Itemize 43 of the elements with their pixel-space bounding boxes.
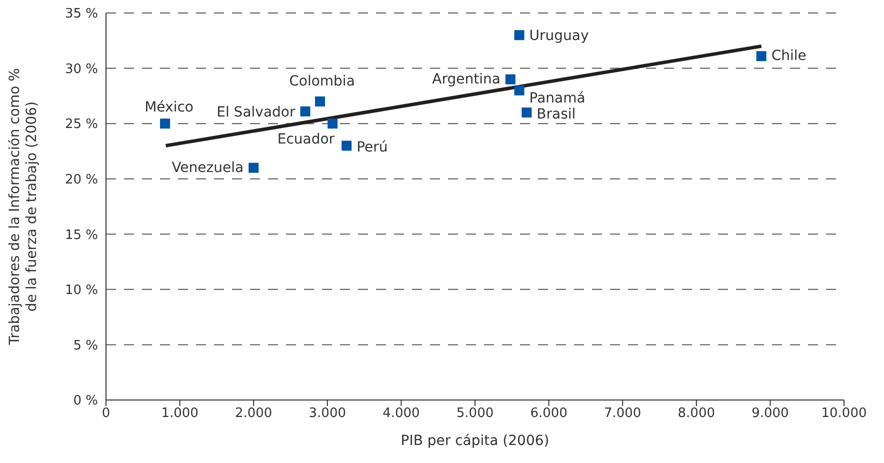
point (342, 140, 352, 151)
x-tick-label: 3.000 (308, 406, 346, 422)
point (505, 74, 516, 84)
x-tick-label: 9.000 (752, 406, 789, 422)
annotation: El Salvador (216, 104, 296, 120)
annotation: Uruguay (529, 28, 589, 44)
y-tick-label: 15 % (64, 228, 98, 243)
point (160, 118, 170, 129)
annotation: México (144, 100, 194, 116)
x-tick-label: 1.000 (161, 406, 198, 422)
point (248, 162, 259, 173)
x-tick-label: 7.000 (604, 406, 642, 422)
y-axis-title: Trabajadores de la Información como % de la fuerza de trabajo (2006) (7, 68, 40, 346)
point (522, 108, 532, 118)
y-tick-label: 20 % (64, 172, 98, 188)
annotation: Perú (356, 140, 388, 156)
y-tick-label: 0 % (73, 394, 98, 409)
x-tick-label: 6.000 (530, 406, 568, 422)
annotation: Brasil (536, 106, 576, 123)
y-tick-label: 35 % (64, 6, 98, 22)
x-tick-label: 2.000 (234, 406, 272, 422)
annotation: Panamá (529, 90, 586, 106)
x-axis-title: PIB per cápita (2006) (400, 433, 550, 449)
x-tick-label: 10.000 (821, 406, 867, 422)
y-tick-label: 25 % (64, 117, 98, 132)
x-tick-label: 4.000 (382, 406, 420, 422)
x-tick-label: 8.000 (678, 406, 716, 422)
point (300, 106, 310, 116)
x-tick-label: 5.000 (456, 406, 494, 422)
y-tick-label: 5 % (73, 338, 98, 354)
point (514, 30, 524, 40)
point (328, 118, 338, 129)
annotation: Colombia (289, 73, 355, 90)
point (315, 96, 326, 106)
y-tick-label: 30 % (64, 62, 98, 77)
annotation: Chile (771, 48, 806, 64)
point (756, 51, 766, 62)
y-tick-label: 10 % (64, 283, 98, 298)
x-tick-label: 0 (102, 406, 110, 422)
annotation: Ecuador (277, 132, 335, 148)
annotation: Venezuela (172, 160, 244, 176)
point (514, 85, 524, 96)
annotation: Argentina (432, 71, 500, 88)
